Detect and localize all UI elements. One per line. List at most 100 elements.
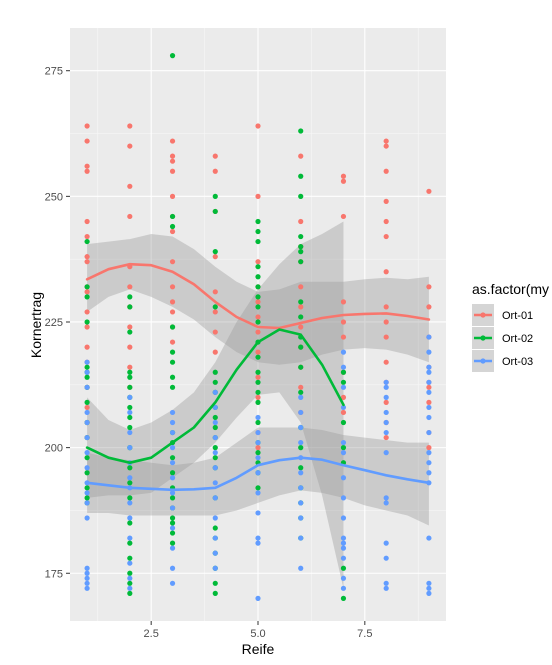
data-point	[127, 394, 133, 400]
data-point	[169, 153, 176, 159]
data-point	[84, 404, 90, 411]
data-point	[340, 394, 347, 400]
data-point	[426, 585, 432, 591]
data-point	[340, 545, 347, 551]
data-point	[127, 404, 133, 411]
data-point	[127, 480, 133, 486]
legend-key-point	[480, 335, 486, 341]
data-point	[298, 249, 304, 255]
data-point	[212, 389, 218, 395]
data-point	[426, 389, 432, 395]
data-point	[383, 269, 389, 275]
data-point	[383, 218, 389, 225]
data-point	[84, 309, 90, 315]
data-point	[169, 284, 176, 290]
data-point	[255, 540, 261, 546]
data-point	[169, 409, 176, 416]
data-point	[84, 284, 90, 290]
data-point	[255, 284, 261, 290]
data-point	[169, 309, 176, 315]
data-point	[383, 585, 389, 591]
data-point	[426, 379, 432, 385]
y-axis-title: Kornertrag	[28, 292, 44, 358]
data-point	[340, 299, 347, 305]
data-point	[383, 143, 389, 149]
data-point	[169, 223, 176, 230]
data-point	[169, 455, 176, 461]
data-point	[255, 354, 261, 360]
data-point	[255, 369, 261, 375]
data-point	[169, 339, 176, 345]
data-point	[255, 595, 261, 601]
data-point	[212, 434, 218, 441]
data-point	[127, 555, 133, 561]
data-point	[84, 259, 90, 265]
data-point	[212, 404, 218, 411]
x-tick-label: 2.5	[144, 628, 159, 640]
data-point	[426, 188, 432, 194]
data-point	[212, 379, 218, 385]
data-point	[298, 384, 304, 390]
data-point	[169, 545, 176, 551]
data-point	[340, 555, 347, 561]
data-point	[212, 153, 218, 159]
data-point	[169, 505, 176, 511]
data-point	[298, 409, 304, 416]
data-point	[340, 419, 347, 426]
data-point	[212, 535, 218, 541]
data-point	[426, 460, 432, 466]
data-point	[84, 218, 90, 225]
data-point	[255, 304, 261, 310]
data-point	[340, 450, 347, 456]
data-point	[298, 500, 304, 506]
data-point	[212, 414, 218, 421]
data-point	[169, 470, 176, 476]
data-points	[84, 53, 432, 601]
data-point	[255, 445, 261, 451]
data-point	[169, 540, 176, 546]
y-tick-label: 200	[45, 443, 63, 455]
data-point	[84, 344, 90, 350]
data-point	[212, 465, 218, 471]
data-point	[212, 193, 218, 199]
data-point	[212, 249, 218, 255]
data-point	[84, 485, 90, 491]
data-point	[169, 259, 176, 265]
data-point	[169, 495, 176, 501]
data-point	[383, 540, 389, 546]
data-point	[212, 525, 218, 531]
data-point	[84, 254, 90, 260]
data-point	[212, 208, 218, 215]
data-point	[255, 218, 261, 225]
data-point	[212, 550, 218, 556]
data-point	[255, 439, 261, 446]
data-point	[383, 198, 389, 204]
data-point	[127, 560, 133, 566]
data-point	[340, 369, 347, 375]
smooth-line	[85, 328, 345, 464]
data-point	[127, 500, 133, 506]
data-point	[426, 369, 432, 375]
data-point	[255, 374, 261, 380]
data-point	[426, 304, 432, 310]
data-point	[212, 590, 218, 596]
data-point	[84, 450, 90, 456]
smooth-line	[85, 262, 431, 330]
data-point	[383, 168, 389, 174]
data-point	[426, 349, 432, 355]
data-point	[298, 128, 304, 134]
data-point	[127, 495, 133, 501]
data-point	[84, 434, 90, 441]
data-point	[298, 344, 304, 350]
data-point	[298, 515, 304, 521]
data-point	[127, 374, 133, 380]
data-point	[212, 480, 218, 486]
data-point	[298, 445, 304, 451]
data-point	[84, 324, 90, 330]
data-point	[340, 173, 347, 179]
data-point	[383, 419, 389, 426]
data-point	[127, 540, 133, 546]
data-point	[212, 580, 218, 586]
data-point	[127, 414, 133, 421]
data-point	[383, 500, 389, 506]
